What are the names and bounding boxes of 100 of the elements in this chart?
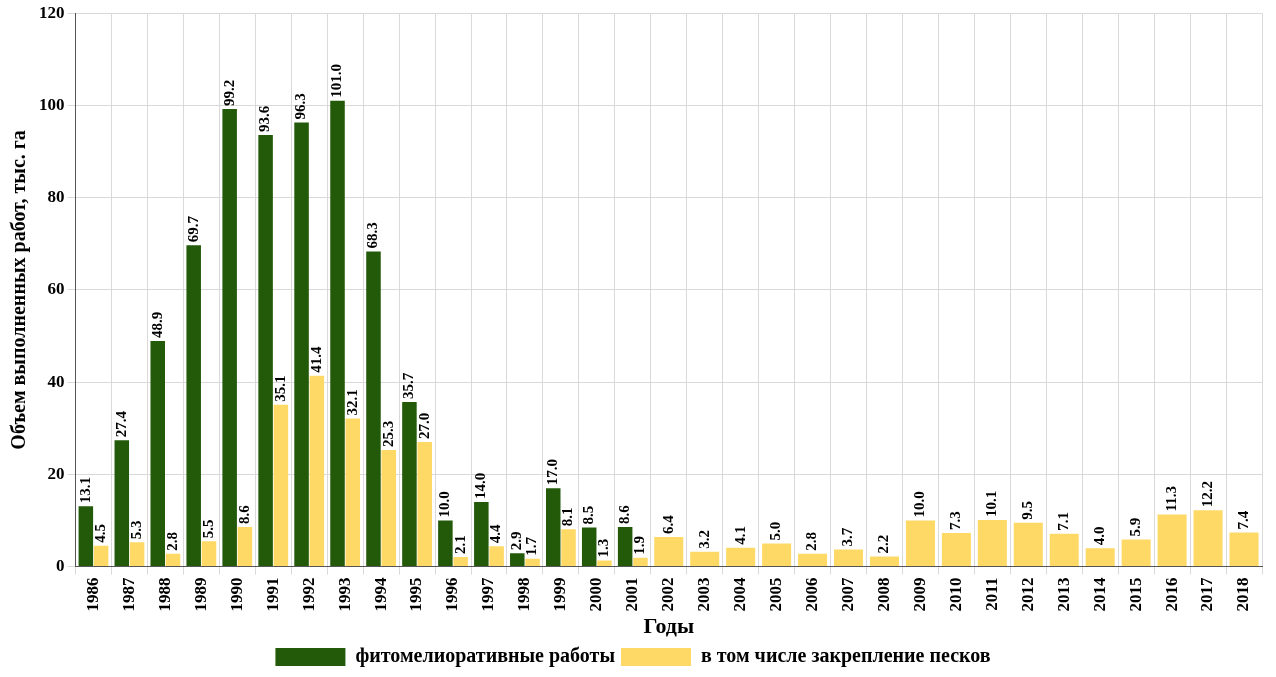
x-tick-label: 2002: [658, 577, 678, 612]
data-label: 7.1: [1055, 512, 1072, 531]
bar: [905, 520, 935, 567]
bar: [330, 100, 345, 567]
data-label: 1.7: [523, 536, 540, 556]
bar: [294, 122, 309, 567]
x-tick-label: 1998: [514, 577, 534, 612]
data-label: 10.1: [983, 490, 1000, 518]
bar: [834, 549, 864, 567]
y-tick-label: 20: [47, 463, 65, 483]
data-label: 5.3: [127, 520, 144, 540]
y-tick-label: 0: [56, 555, 65, 575]
bar: [402, 401, 417, 567]
bar: [474, 502, 489, 567]
x-tick-label: 1996: [442, 577, 462, 612]
data-label: 3.2: [695, 530, 712, 549]
data-label: 7.4: [1234, 510, 1251, 530]
x-tick-label: 2001: [622, 577, 642, 612]
bar: [1085, 548, 1115, 567]
data-label: 69.7: [184, 215, 201, 243]
bar: [941, 532, 971, 567]
x-tick-label: 2012: [1017, 577, 1037, 612]
data-label: 7.3: [947, 511, 964, 530]
data-label: 5.0: [767, 521, 784, 541]
data-label: 9.5: [1019, 501, 1036, 520]
data-label: 8.6: [616, 504, 633, 524]
x-tick-label: 1995: [406, 577, 426, 612]
x-tick-label: 2004: [730, 577, 750, 612]
bar: [545, 488, 561, 567]
bar: [258, 134, 273, 567]
legend-label: в том числе закрепление песков: [701, 644, 991, 668]
data-label: 8.1: [559, 507, 576, 527]
bar: [1157, 514, 1187, 567]
data-label: 99.2: [220, 79, 237, 107]
x-tick-label: 1986: [82, 577, 102, 612]
data-label: 8.5: [580, 505, 597, 525]
data-label: 3.7: [839, 527, 856, 547]
x-tick-label: 2007: [837, 577, 857, 612]
bar: [510, 553, 525, 567]
bar: [1229, 532, 1259, 567]
data-label: 8.6: [235, 504, 252, 524]
bar: [222, 109, 237, 567]
x-tick-label: 1997: [478, 577, 498, 612]
data-label: 4.0: [1091, 526, 1108, 546]
x-tick-label: 2006: [801, 577, 821, 612]
x-tick-label: 2011: [981, 577, 1001, 611]
bar: [1121, 539, 1151, 567]
x-tick-label: 2017: [1197, 577, 1217, 612]
data-label: 48.9: [148, 311, 165, 339]
x-tick-label: 1988: [154, 577, 174, 612]
bar: [1193, 510, 1223, 567]
bar: [581, 527, 597, 567]
data-label: 32.1: [343, 389, 360, 416]
data-label: 2.9: [508, 531, 525, 551]
data-label: 11.3: [1162, 486, 1179, 512]
bar: [1013, 522, 1043, 567]
x-tick-label: 1990: [226, 577, 246, 612]
bar: [438, 520, 453, 567]
bar: [114, 440, 130, 567]
data-label: 35.7: [400, 372, 417, 399]
data-label: 2.8: [803, 531, 820, 551]
data-label: 27.0: [415, 412, 432, 440]
data-label: 101.0: [328, 64, 345, 98]
x-tick-label: 1994: [370, 577, 390, 612]
data-label: 96.3: [292, 93, 309, 120]
data-label: 10.0: [911, 491, 928, 518]
x-tick-label: 1992: [298, 577, 318, 612]
data-label: 1.9: [631, 536, 648, 555]
data-label: 13.1: [76, 476, 93, 504]
x-tick-label: 1989: [190, 577, 210, 612]
x-tick-label: 2015: [1125, 577, 1145, 612]
data-label: 1.3: [595, 538, 612, 558]
data-label: 93.6: [256, 105, 273, 132]
data-label: 4.5: [91, 524, 108, 543]
x-tick-label: 2014: [1089, 577, 1109, 612]
data-label: 2.2: [875, 534, 892, 554]
data-label: 25.3: [379, 420, 396, 447]
data-label: 12.2: [1198, 481, 1215, 508]
data-label: 2.1: [451, 535, 468, 554]
data-label: 17.0: [544, 458, 561, 486]
data-label: 68.3: [364, 222, 381, 249]
x-tick-label: 2016: [1161, 577, 1181, 612]
y-tick-label: 40: [47, 371, 65, 391]
x-tick-label: 2003: [694, 577, 714, 612]
y-axis-title: Объем выполненных работ, тыс. га: [7, 130, 31, 450]
bar: [186, 245, 201, 567]
x-tick-label: 1993: [334, 577, 354, 612]
x-tick-label: 1999: [550, 577, 570, 612]
x-axis-title: Годы: [643, 613, 695, 639]
y-tick-label: 60: [47, 279, 65, 299]
y-tick-label: 120: [39, 2, 65, 22]
data-label: 4.1: [731, 525, 748, 545]
data-label: 35.1: [271, 375, 288, 402]
data-label: 41.4: [307, 345, 324, 373]
data-label: 5.9: [1127, 517, 1144, 537]
x-tick-label: 1991: [262, 577, 282, 612]
y-tick-label: 100: [39, 94, 65, 114]
x-tick-label: 2018: [1233, 577, 1253, 612]
data-label: 10.0: [436, 491, 453, 518]
bar: [1049, 533, 1079, 567]
